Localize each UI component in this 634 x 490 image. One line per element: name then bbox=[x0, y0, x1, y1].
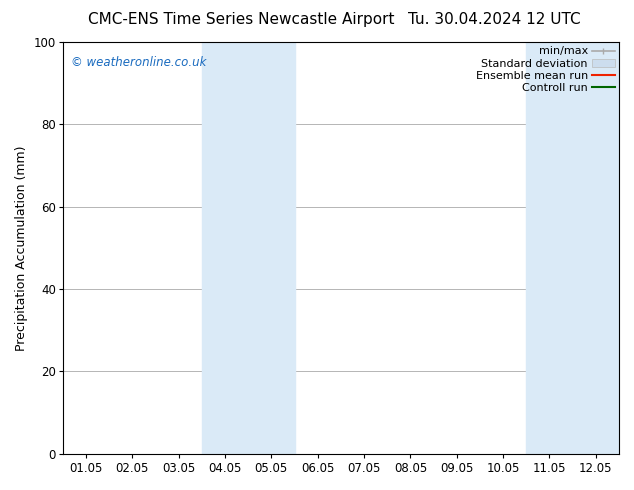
Text: CMC-ENS Time Series Newcastle Airport: CMC-ENS Time Series Newcastle Airport bbox=[87, 12, 394, 27]
Bar bbox=[202, 42, 295, 454]
Text: Tu. 30.04.2024 12 UTC: Tu. 30.04.2024 12 UTC bbox=[408, 12, 581, 27]
Bar bbox=[526, 42, 619, 454]
Text: © weatheronline.co.uk: © weatheronline.co.uk bbox=[71, 56, 207, 70]
Y-axis label: Precipitation Accumulation (mm): Precipitation Accumulation (mm) bbox=[15, 145, 28, 351]
Legend: min/max, Standard deviation, Ensemble mean run, Controll run: min/max, Standard deviation, Ensemble me… bbox=[474, 44, 617, 96]
